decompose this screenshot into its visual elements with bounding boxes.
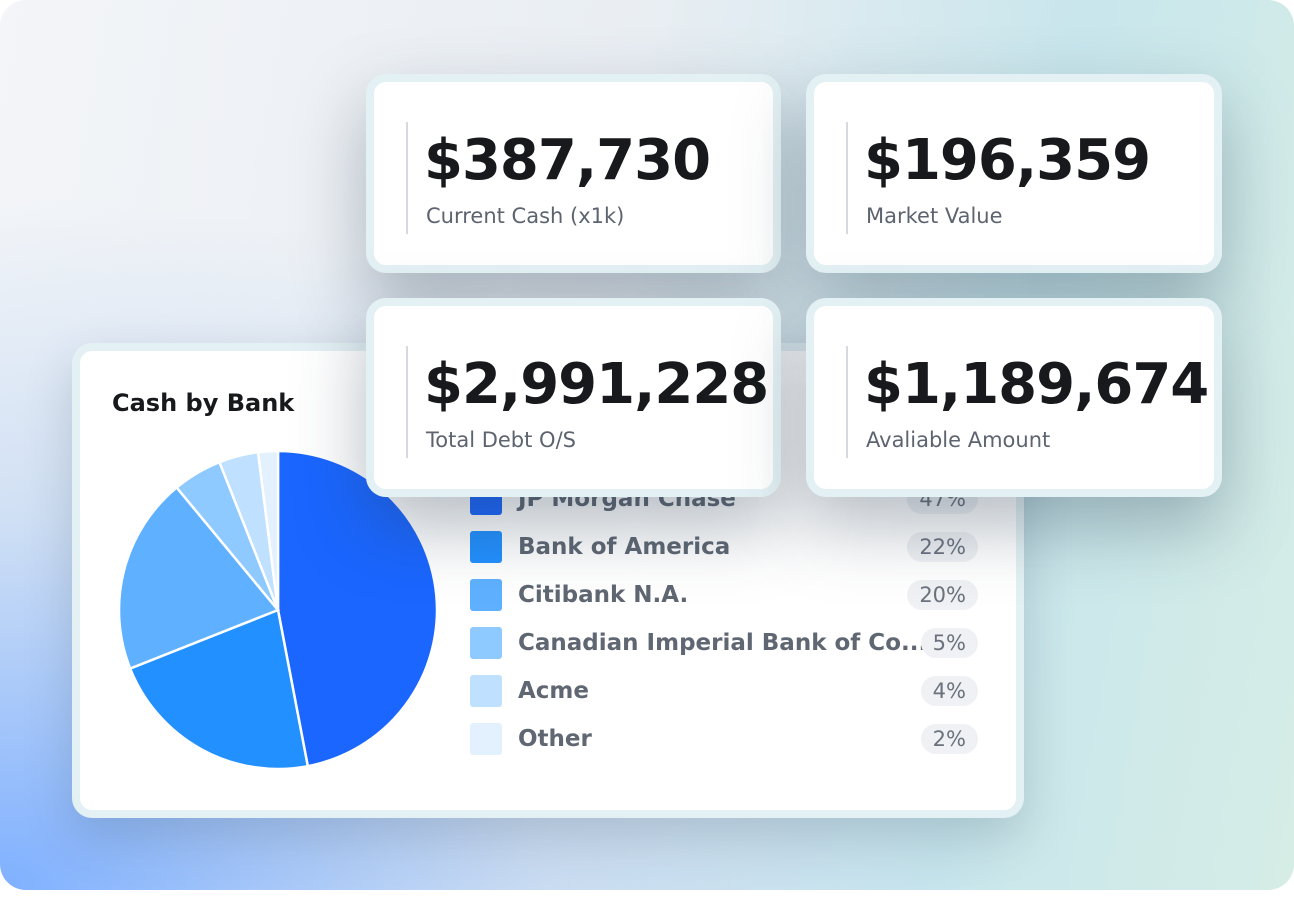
- kpi-card: $196,359 Market Value: [806, 74, 1222, 273]
- kpi-card: $387,730 Current Cash (x1k): [366, 74, 781, 273]
- kpi-divider: [846, 122, 848, 234]
- kpi-value: $1,189,674: [864, 352, 1209, 417]
- kpi-label: Market Value: [866, 204, 1003, 228]
- kpi-value: $196,359: [864, 128, 1151, 193]
- kpi-label: Current Cash (x1k): [426, 204, 625, 228]
- kpi-divider: [846, 346, 848, 458]
- legend-swatch: [470, 579, 502, 611]
- legend-label: Citibank N.A.: [518, 582, 689, 608]
- kpi-value: $2,991,228: [424, 352, 769, 417]
- kpi-label: Avaliable Amount: [866, 428, 1051, 452]
- legend-swatch: [470, 675, 502, 707]
- percent-label: 2%: [920, 724, 978, 754]
- pie-slice: [128, 608, 310, 771]
- legend-row: Canadian Imperial Bank of Co... 5%: [470, 627, 978, 659]
- legend-label: Other: [518, 726, 592, 752]
- legend-row: Other 2%: [470, 723, 978, 755]
- legend-row: Bank of America 22%: [470, 531, 978, 563]
- legend-label: Canadian Imperial Bank of Co...: [518, 630, 928, 656]
- legend-row: Citibank N.A. 20%: [470, 579, 978, 611]
- legend-row: Acme 4%: [470, 675, 978, 707]
- chart-title: Cash by Bank: [112, 389, 295, 417]
- legend-label: Bank of America: [518, 534, 731, 560]
- kpi-label: Total Debt O/S: [426, 428, 576, 452]
- kpi-value: $387,730: [424, 128, 711, 193]
- kpi-card: $1,189,674 Avaliable Amount: [806, 298, 1222, 497]
- legend-label: Acme: [518, 678, 589, 704]
- kpi-card: $2,991,228 Total Debt O/S: [366, 298, 781, 497]
- legend-swatch: [470, 627, 502, 659]
- legend-swatch: [470, 723, 502, 755]
- kpi-divider: [406, 122, 408, 234]
- kpi-divider: [406, 346, 408, 458]
- percent-label: 22%: [907, 532, 978, 562]
- pie-slice: [276, 449, 439, 768]
- percent-label: 5%: [920, 628, 978, 658]
- legend-swatch: [470, 531, 502, 563]
- pie-slice: [117, 485, 281, 671]
- percent-label: 4%: [920, 676, 978, 706]
- pie: [117, 449, 439, 771]
- percent-label: 20%: [907, 580, 978, 610]
- pie-slice: [256, 449, 280, 611]
